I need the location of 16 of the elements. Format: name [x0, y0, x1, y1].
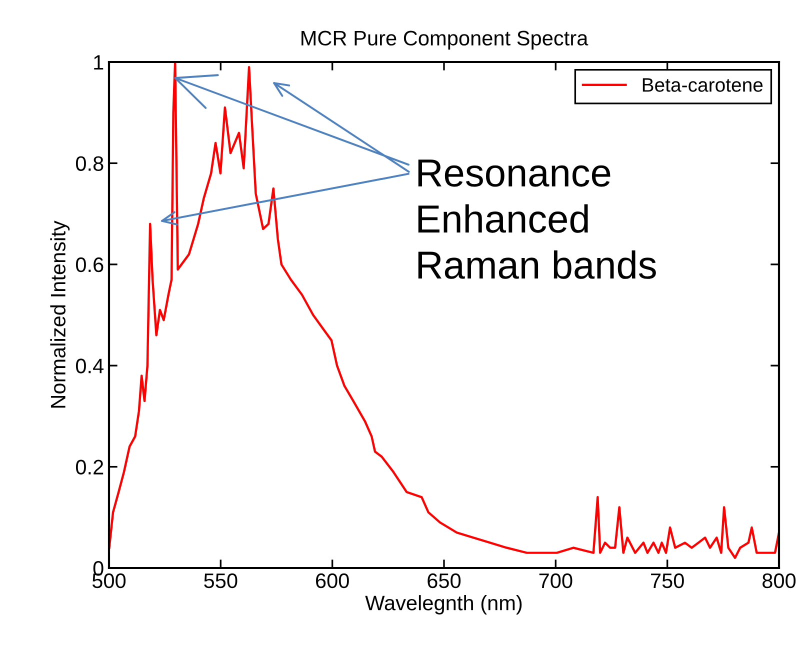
legend-label: Beta-carotene — [642, 78, 763, 92]
y-tick-label: 0.8 — [76, 156, 104, 171]
y-tick-label: 1 — [94, 55, 104, 70]
y-tick-label: 0.2 — [76, 460, 104, 475]
x-tick-label: 550 — [204, 573, 238, 588]
chart-title: MCR Pure Component Spectra — [302, 30, 588, 50]
annotation: Resonance Enhanced Raman bands — [418, 160, 656, 279]
x-tick-label: 600 — [316, 573, 349, 588]
x-axis-title: Wavelegnth (nm) — [365, 595, 522, 614]
x-tick-label: 700 — [539, 573, 572, 588]
y-tick-label: 0.6 — [76, 257, 104, 272]
x-tick-label: 650 — [428, 573, 461, 588]
x-tick-label: 800 — [762, 573, 796, 588]
y-axis-title: Normalized Intensity — [50, 220, 70, 408]
y-tick-label: 0.4 — [76, 358, 104, 374]
x-tick-label: 750 — [651, 573, 684, 588]
